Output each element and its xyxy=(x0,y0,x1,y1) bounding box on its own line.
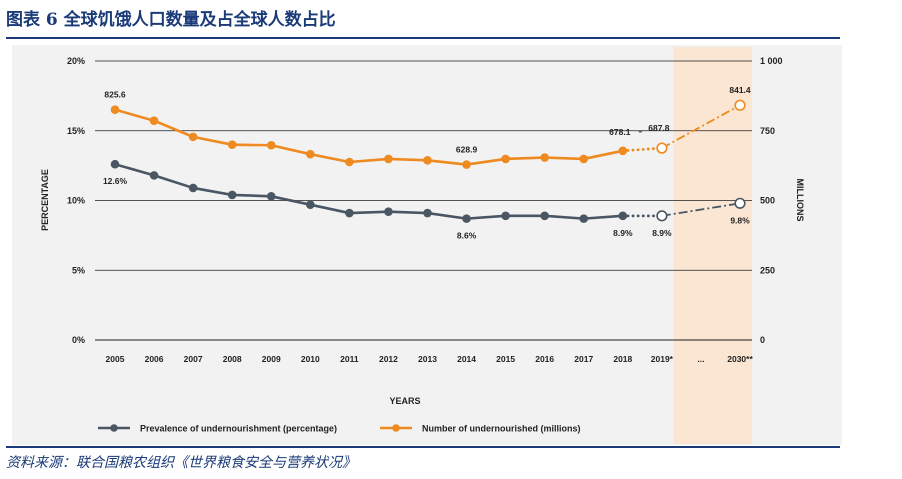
data-label: 678.1 xyxy=(609,127,631,137)
data-label: 8.9% xyxy=(613,228,633,238)
y-tick-label-right: 750 xyxy=(760,126,775,136)
y-tick-label-left: 0% xyxy=(72,335,85,345)
source-divider xyxy=(6,446,840,448)
data-point xyxy=(227,140,237,149)
data-point-projected xyxy=(734,197,746,209)
y-tick-label-right: 250 xyxy=(760,265,775,275)
x-tick-label: 2016 xyxy=(535,354,554,364)
data-label: 628.9 xyxy=(456,145,478,155)
data-point xyxy=(384,207,393,216)
axes: 20% 15% 10% 5% 0% 1 000 750 500 250 0 2005 2006 2007… xyxy=(40,56,805,406)
projection-band xyxy=(673,47,752,444)
data-point xyxy=(579,154,589,164)
data-point xyxy=(188,183,198,193)
y-tick-label-left: 10% xyxy=(67,196,85,206)
data-point xyxy=(462,160,471,169)
data-point xyxy=(149,116,159,126)
legend-label: Prevalence of undernourishment (percenta… xyxy=(140,424,337,434)
x-axis-title: YEARS xyxy=(389,396,420,406)
x-tick-label: 2006 xyxy=(145,354,164,364)
data-point xyxy=(306,149,315,159)
series-line-projection xyxy=(661,202,741,217)
x-tick-label: ... xyxy=(697,354,704,364)
data-point xyxy=(227,190,237,200)
y-tick-label-right: 500 xyxy=(760,196,775,206)
x-tick-label: 2014 xyxy=(457,354,476,364)
series-line-observed xyxy=(114,162,623,220)
data-point-projected xyxy=(656,210,668,222)
data-point xyxy=(540,211,549,221)
x-tick-label: 2013 xyxy=(418,354,437,364)
data-point xyxy=(110,105,120,114)
data-labels: 12.6% 8.6% 8.9% 8.9% 9.8% 825.6 628.9 678.1 687.… xyxy=(103,85,751,240)
x-tick-label: 2018 xyxy=(613,354,632,364)
data-point-projected xyxy=(656,142,668,154)
series-line-projection xyxy=(661,104,741,149)
figure-source: 资料来源：联合国粮农组织《世界粮食安全与营养状况》 xyxy=(6,455,356,471)
y-tick-label-left: 5% xyxy=(72,265,85,275)
x-tick-label: 2019* xyxy=(651,354,674,364)
legend-swatch-marker xyxy=(392,424,400,432)
data-point xyxy=(501,154,510,164)
data-label: 825.6 xyxy=(104,90,126,100)
data-label: 687.8 xyxy=(648,123,670,133)
y-tick-label-left: 20% xyxy=(67,56,85,66)
data-label: 12.6% xyxy=(103,176,128,186)
data-point xyxy=(266,192,276,201)
x-tick-label: 2015 xyxy=(496,354,515,364)
legend-label: Number of undernourished (millions) xyxy=(422,424,581,434)
title-divider xyxy=(6,37,840,39)
data-point xyxy=(345,208,354,218)
series-line-estimate xyxy=(621,146,664,153)
data-point xyxy=(188,132,198,142)
gridlines xyxy=(95,60,752,341)
data-points xyxy=(110,99,746,223)
data-point xyxy=(345,157,354,167)
data-point xyxy=(384,154,393,164)
x-tick-label: 2012 xyxy=(379,354,398,364)
x-tick-label: 2005 xyxy=(106,354,125,364)
data-point xyxy=(266,140,276,150)
y-axis-title-left: PERCENTAGE xyxy=(40,169,50,231)
data-point xyxy=(618,211,628,221)
data-point xyxy=(423,208,432,218)
legend: Prevalence of undernourishment (percenta… xyxy=(98,424,581,434)
data-point xyxy=(462,214,471,223)
data-point xyxy=(540,153,549,162)
data-point-projected xyxy=(734,99,746,111)
data-point xyxy=(306,200,315,209)
y-tick-label-right: 0 xyxy=(760,335,765,345)
data-label: 9.8% xyxy=(730,215,750,225)
data-point xyxy=(618,146,628,156)
data-point xyxy=(110,159,120,169)
y-axis-title-right: MILLIONS xyxy=(795,179,805,222)
data-point xyxy=(423,156,432,165)
x-tick-label: 2009 xyxy=(262,354,281,364)
x-tick-label: 2030** xyxy=(727,354,753,364)
y-tick-label-left: 15% xyxy=(67,126,85,136)
data-point xyxy=(579,214,589,223)
legend-swatch-marker xyxy=(110,424,118,432)
series-line-observed xyxy=(114,108,624,166)
data-label: 841.4 xyxy=(729,85,751,95)
data-point xyxy=(149,171,159,180)
figure-title: 图表 6 全球饥饿人口数量及占全球人数占比 xyxy=(6,10,336,30)
x-tick-label: 2008 xyxy=(223,354,242,364)
data-label: 8.6% xyxy=(457,231,477,241)
x-tick-label: 2010 xyxy=(301,354,320,364)
x-tick-label: 2011 xyxy=(340,354,359,364)
data-label: 8.9% xyxy=(652,228,672,238)
data-point xyxy=(501,211,510,221)
x-tick-label: 2007 xyxy=(184,354,203,364)
y-tick-label-right: 1 000 xyxy=(760,56,783,66)
series-lines xyxy=(114,104,741,220)
x-tick-label: 2017 xyxy=(574,354,593,364)
